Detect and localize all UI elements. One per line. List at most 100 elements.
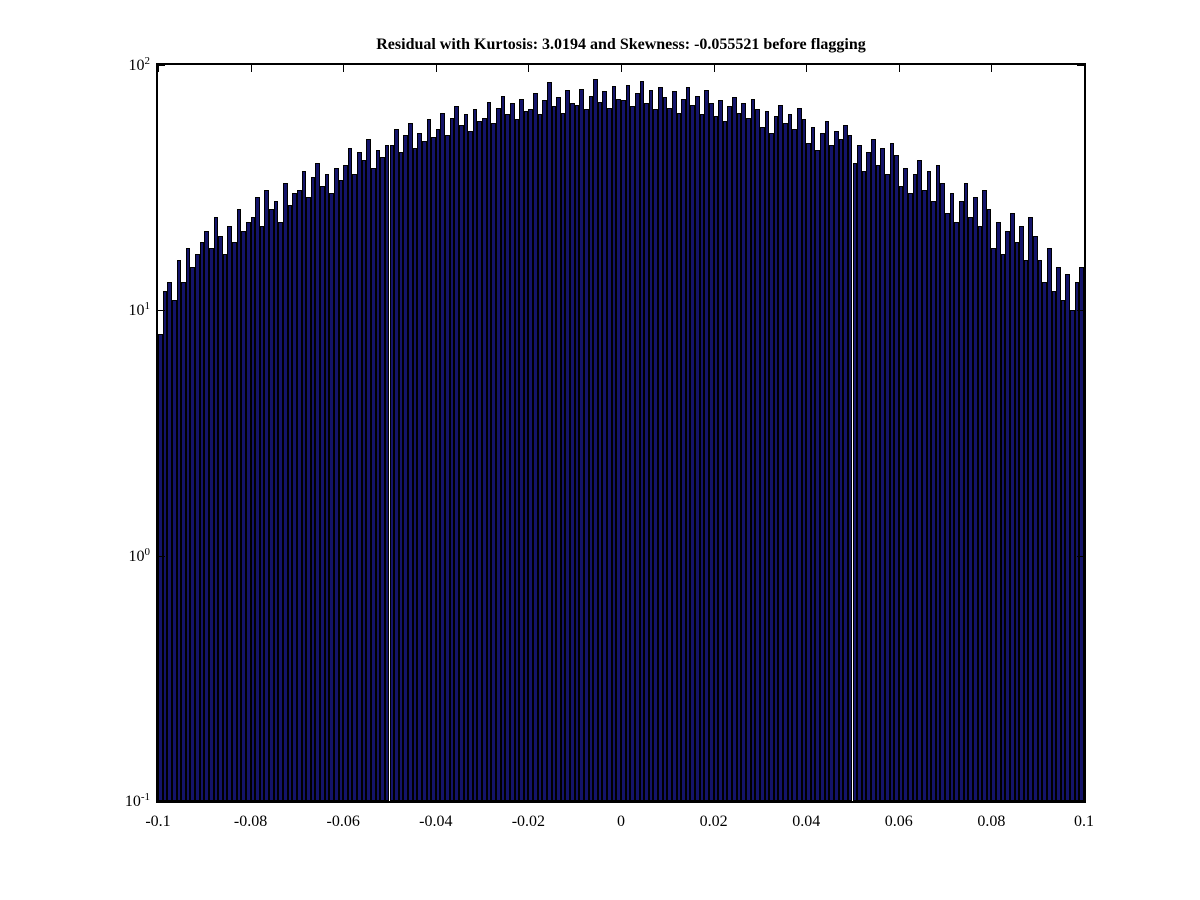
histogram-bar bbox=[820, 132, 825, 801]
histogram-bar bbox=[366, 138, 371, 801]
histogram-bar bbox=[991, 247, 997, 801]
histogram-bar bbox=[579, 88, 584, 801]
histogram-bar bbox=[685, 87, 691, 801]
x-axis-tick bbox=[713, 65, 715, 72]
histogram-bar bbox=[347, 147, 353, 801]
x-tick-label: 0.08 bbox=[977, 813, 1006, 830]
histogram-bar bbox=[880, 147, 885, 801]
y-axis-tick bbox=[158, 310, 165, 312]
x-tick-label: -0.02 bbox=[511, 813, 546, 830]
histogram-bar bbox=[241, 231, 246, 801]
histogram-bar bbox=[306, 196, 311, 801]
histogram-bar bbox=[597, 101, 603, 801]
histogram-bar bbox=[588, 95, 594, 801]
histogram-bar bbox=[935, 165, 941, 801]
histogram-bar bbox=[889, 143, 895, 801]
histogram-bar bbox=[278, 221, 283, 801]
histogram-bar bbox=[884, 173, 890, 801]
histogram-bar bbox=[440, 112, 446, 801]
x-axis-tick bbox=[250, 65, 252, 72]
histogram-bar bbox=[607, 107, 612, 801]
histogram-bar bbox=[301, 170, 307, 801]
histogram-bar bbox=[741, 103, 746, 801]
histogram-bar bbox=[968, 217, 973, 801]
histogram-bar bbox=[986, 208, 992, 801]
histogram-bar bbox=[523, 110, 529, 801]
histogram-bar bbox=[283, 183, 288, 801]
x-axis-tick bbox=[528, 794, 530, 801]
histogram-bar bbox=[917, 160, 922, 801]
x-axis-tick bbox=[435, 794, 437, 801]
histogram-bar bbox=[894, 154, 899, 801]
x-tick-label: -0.06 bbox=[326, 813, 360, 830]
y-axis-tick bbox=[1077, 65, 1084, 66]
histogram-bar bbox=[1028, 217, 1034, 801]
histogram-bar bbox=[505, 114, 510, 801]
histogram-bar bbox=[1033, 236, 1038, 801]
x-tick-label: 0.02 bbox=[699, 813, 728, 830]
histogram-bar bbox=[593, 78, 598, 801]
histogram-bar bbox=[264, 189, 270, 801]
histogram-bar bbox=[361, 160, 367, 801]
histogram-bar bbox=[533, 92, 538, 801]
histogram-bar bbox=[908, 193, 913, 801]
histogram-bar bbox=[338, 179, 344, 801]
histogram-bar bbox=[158, 334, 163, 801]
histogram-bar bbox=[403, 134, 408, 801]
histogram-bar bbox=[255, 196, 260, 801]
histogram-bar bbox=[667, 107, 672, 801]
histogram-bar bbox=[431, 136, 436, 801]
y-axis-tick bbox=[158, 555, 165, 557]
x-axis-tick bbox=[621, 65, 622, 72]
histogram-bar bbox=[426, 119, 432, 801]
histogram-bar bbox=[296, 189, 302, 801]
histogram-bar bbox=[783, 123, 788, 801]
histogram-bar bbox=[259, 226, 265, 801]
x-tick-label: 0 bbox=[617, 813, 625, 830]
histogram-bar bbox=[977, 226, 983, 801]
histogram-bar bbox=[1009, 212, 1015, 801]
histogram-bars bbox=[158, 65, 1084, 801]
histogram-bar bbox=[449, 117, 455, 801]
histogram-bar bbox=[1014, 241, 1020, 801]
histogram-bar bbox=[912, 173, 918, 801]
histogram-bar bbox=[857, 145, 862, 801]
histogram-bar bbox=[815, 150, 821, 801]
histogram-bar bbox=[560, 112, 566, 801]
x-axis-tick bbox=[621, 794, 622, 801]
histogram-bar bbox=[1019, 226, 1024, 801]
histogram-bar bbox=[787, 114, 793, 801]
y-tick-label: 101 bbox=[128, 300, 151, 320]
histogram-bar bbox=[704, 90, 709, 801]
histogram-bar bbox=[509, 103, 515, 801]
histogram-bar bbox=[630, 106, 635, 801]
y-axis-tick bbox=[158, 801, 165, 802]
histogram-bar bbox=[1046, 247, 1052, 801]
y-axis-tick bbox=[1077, 310, 1084, 312]
histogram-bar bbox=[708, 103, 714, 801]
histogram-bar bbox=[972, 196, 978, 801]
histogram-bar bbox=[662, 97, 668, 801]
histogram-bar bbox=[690, 104, 696, 801]
x-tick-label: -0.08 bbox=[233, 813, 268, 830]
histogram-bar bbox=[847, 134, 853, 801]
histogram-bar bbox=[542, 100, 547, 801]
histogram-bar bbox=[421, 141, 427, 801]
histogram-bar bbox=[621, 100, 626, 801]
histogram-bar bbox=[162, 290, 168, 801]
histogram-bar bbox=[1051, 290, 1057, 801]
histogram-bar bbox=[931, 200, 936, 801]
histogram-bar bbox=[1060, 300, 1066, 801]
histogram-bar bbox=[375, 150, 381, 801]
histogram-bar bbox=[764, 110, 770, 801]
histogram-bar bbox=[398, 152, 404, 801]
histogram-bar bbox=[750, 98, 756, 801]
histogram-bar bbox=[514, 119, 520, 801]
histogram-bar bbox=[565, 90, 571, 801]
histogram-bar bbox=[384, 145, 390, 801]
histogram-bar bbox=[500, 95, 506, 801]
x-axis-tick bbox=[158, 65, 159, 72]
histogram-bar bbox=[759, 126, 765, 801]
histogram-bar bbox=[648, 90, 654, 801]
